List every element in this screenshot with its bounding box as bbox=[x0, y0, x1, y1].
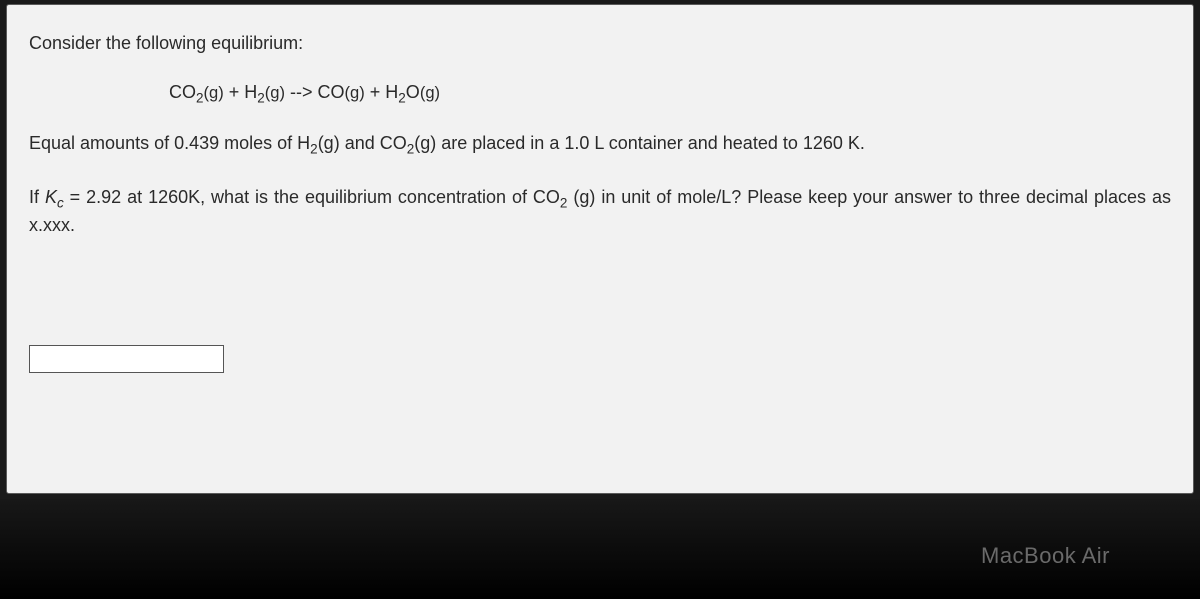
question-card: Consider the following equilibrium: CO2(… bbox=[6, 4, 1194, 494]
ask-mid1: = 2.92 at 1260K, what is the equilibrium… bbox=[64, 187, 560, 207]
answer-input[interactable] bbox=[29, 345, 224, 373]
question-intro: Consider the following equilibrium: bbox=[29, 33, 1171, 54]
p2-phase: (g) bbox=[420, 83, 440, 102]
question-ask: If Kc = 2.92 at 1260K, what is the equil… bbox=[29, 184, 1171, 240]
reaction-arrow: --> bbox=[285, 82, 318, 102]
product-2: H2O(g) bbox=[385, 82, 440, 102]
setup-text: Equal amounts of 0.439 moles of H2(g) an… bbox=[29, 133, 1171, 154]
p2-formula2: O bbox=[406, 82, 420, 102]
r2-formula: H bbox=[244, 82, 257, 102]
product-1: CO(g) bbox=[318, 82, 365, 102]
reactant-1: CO2(g) bbox=[169, 82, 224, 102]
ask-pre: If bbox=[29, 187, 45, 207]
kc-sub: c bbox=[57, 196, 64, 211]
r2-sub: 2 bbox=[257, 91, 265, 106]
kc-k: K bbox=[45, 187, 57, 207]
setup-sub1: 2 bbox=[310, 142, 318, 157]
r1-phase: (g) bbox=[204, 83, 224, 102]
r1-formula: CO bbox=[169, 82, 196, 102]
plus-2: + bbox=[365, 82, 386, 102]
reactant-2: H2(g) bbox=[244, 82, 285, 102]
p1-phase: (g) bbox=[345, 83, 365, 102]
setup-pre: Equal amounts of 0.439 moles of H bbox=[29, 133, 310, 153]
reaction-equation: CO2(g) + H2(g) --> CO(g) + H2O(g) bbox=[169, 82, 1171, 103]
plus-1: + bbox=[224, 82, 245, 102]
r1-sub: 2 bbox=[196, 91, 204, 106]
kc-variable: Kc bbox=[45, 187, 64, 207]
r2-phase: (g) bbox=[265, 83, 285, 102]
setup-post: (g) are placed in a 1.0 L container and … bbox=[414, 133, 865, 153]
laptop-watermark: MacBook Air bbox=[981, 543, 1110, 569]
p2-formula: H bbox=[385, 82, 398, 102]
p1-formula: CO bbox=[318, 82, 345, 102]
p2-sub: 2 bbox=[398, 91, 406, 106]
setup-mid1: (g) and CO bbox=[318, 133, 407, 153]
bottom-strip: MacBook Air bbox=[0, 499, 1200, 599]
